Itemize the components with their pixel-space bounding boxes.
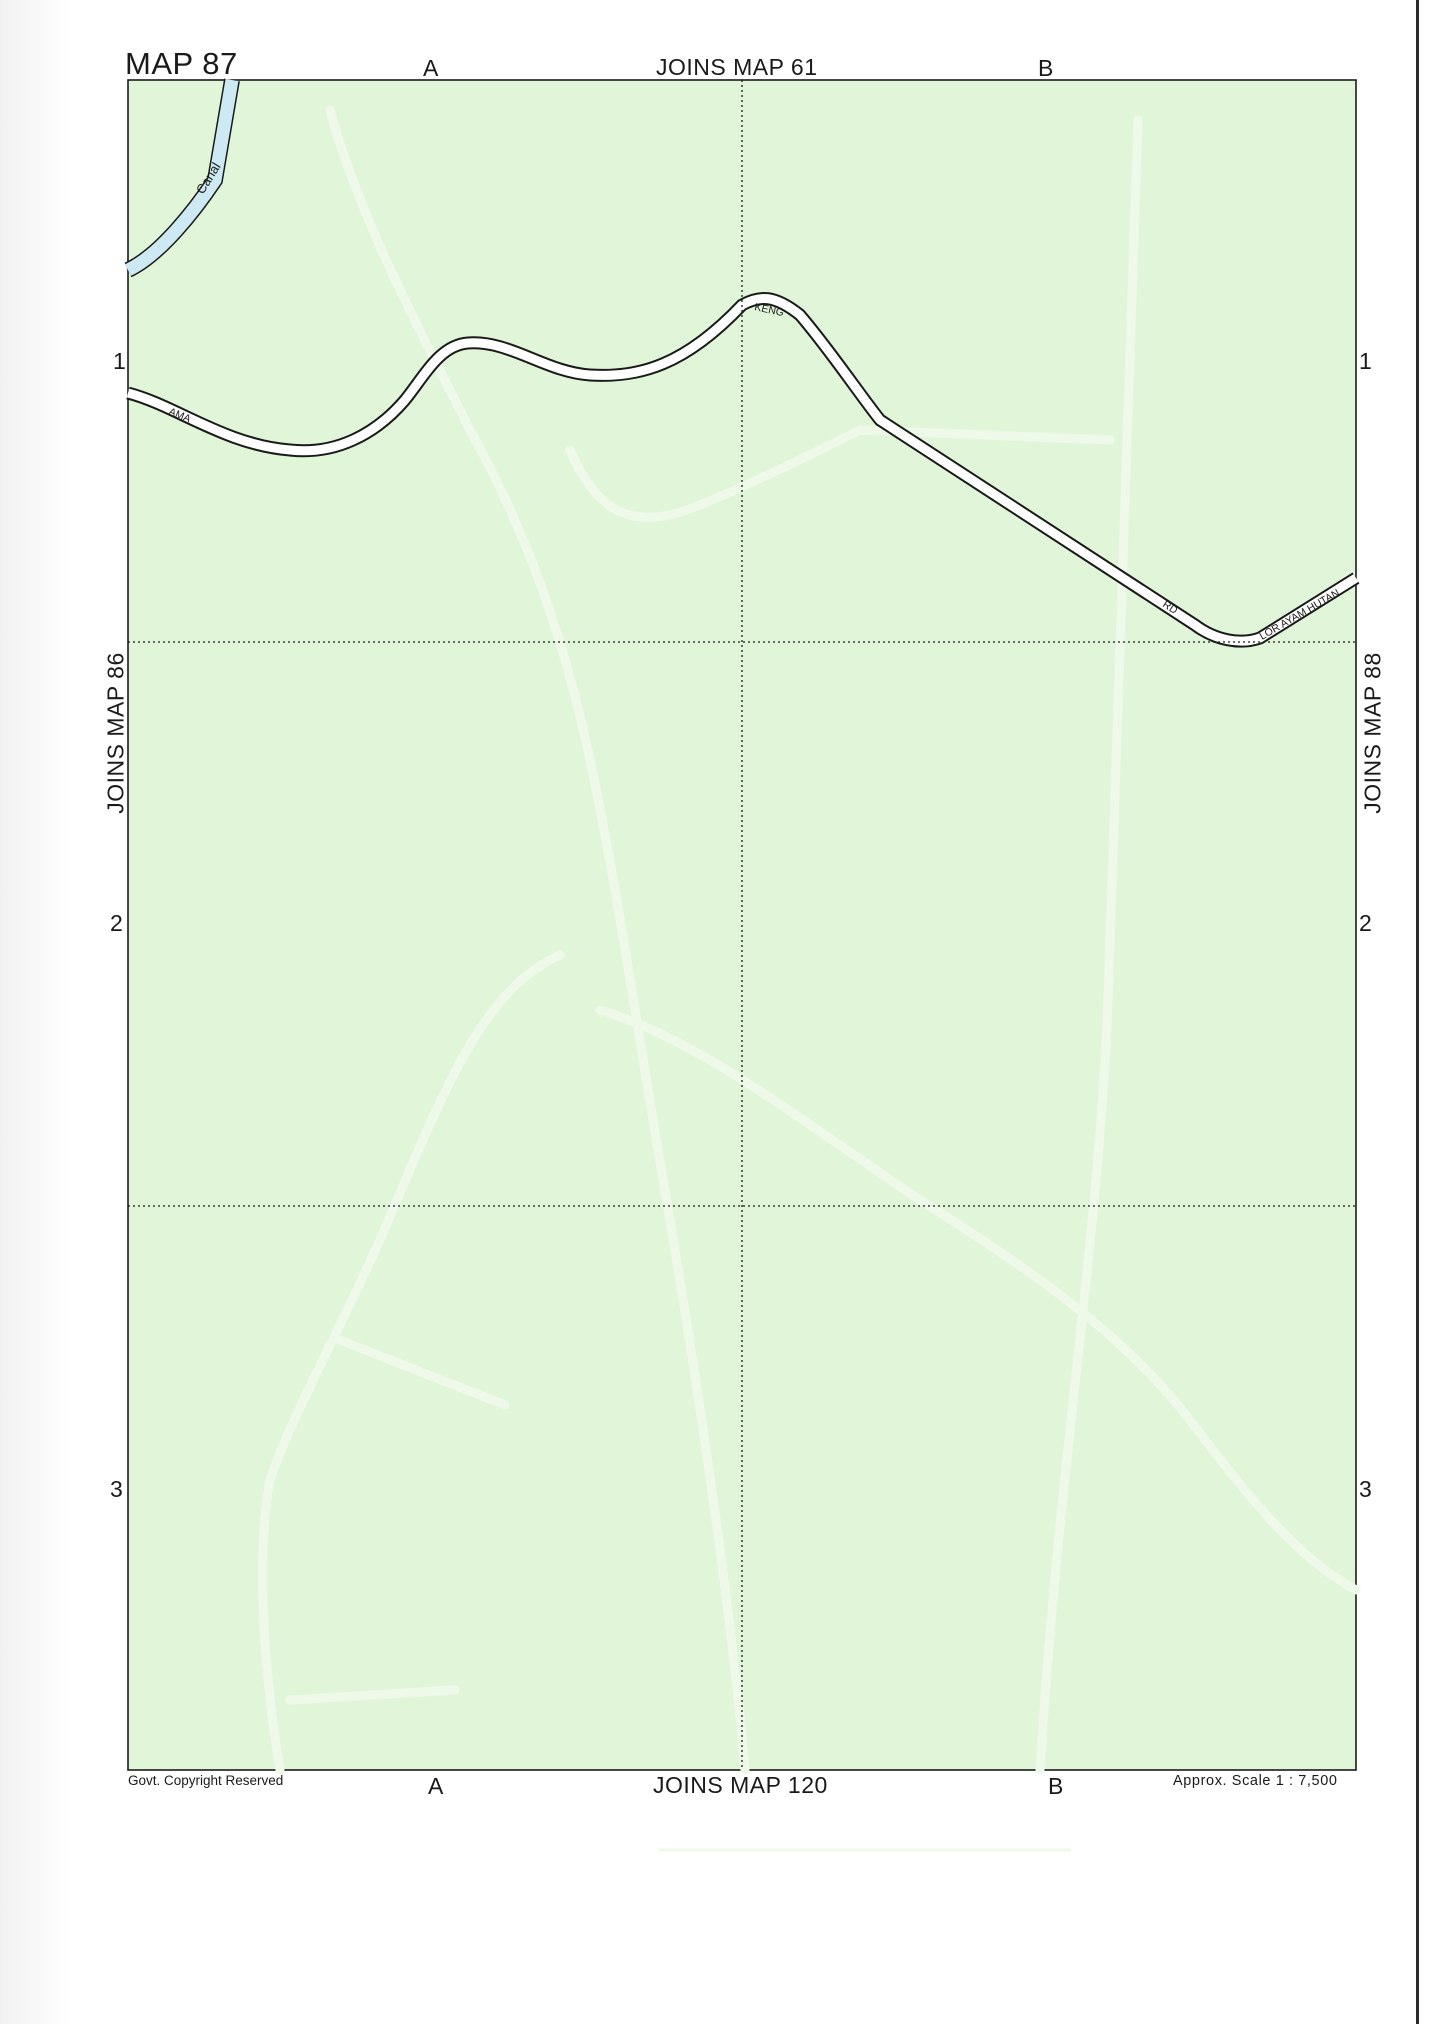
canal bbox=[125, 78, 239, 276]
row-label-1-right: 1 bbox=[1359, 348, 1372, 374]
column-label-b-top: B bbox=[1038, 55, 1054, 81]
faint-tracks bbox=[258, 105, 1361, 1852]
row-label-3-right: 3 bbox=[1359, 1476, 1372, 1502]
row-label-2-right: 2 bbox=[1359, 910, 1372, 936]
road bbox=[126, 293, 1359, 646]
map-title: MAP 87 bbox=[125, 46, 238, 81]
joins-map-top[interactable]: JOINS MAP 61 bbox=[656, 54, 818, 80]
row-label-1-left: 1 bbox=[113, 348, 126, 374]
page-left-margin bbox=[0, 0, 72, 2024]
page-right-edge bbox=[1416, 0, 1433, 2024]
copyright-notice: Govt. Copyright Reserved bbox=[128, 1773, 284, 1788]
column-label-a-bottom: A bbox=[428, 1773, 444, 1799]
joins-map-left[interactable]: JOINS MAP 86 bbox=[102, 652, 129, 814]
grid-lines bbox=[128, 80, 1356, 1770]
column-label-a-top: A bbox=[423, 55, 439, 81]
row-label-2-left: 2 bbox=[110, 910, 123, 936]
column-label-b-bottom: B bbox=[1048, 1773, 1064, 1799]
joins-map-bottom[interactable]: JOINS MAP 120 bbox=[653, 1772, 828, 1798]
scale-note: Approx. Scale 1 : 7,500 bbox=[1173, 1773, 1338, 1789]
row-label-3-left: 3 bbox=[110, 1476, 123, 1502]
joins-map-right[interactable]: JOINS MAP 88 bbox=[1359, 652, 1386, 814]
